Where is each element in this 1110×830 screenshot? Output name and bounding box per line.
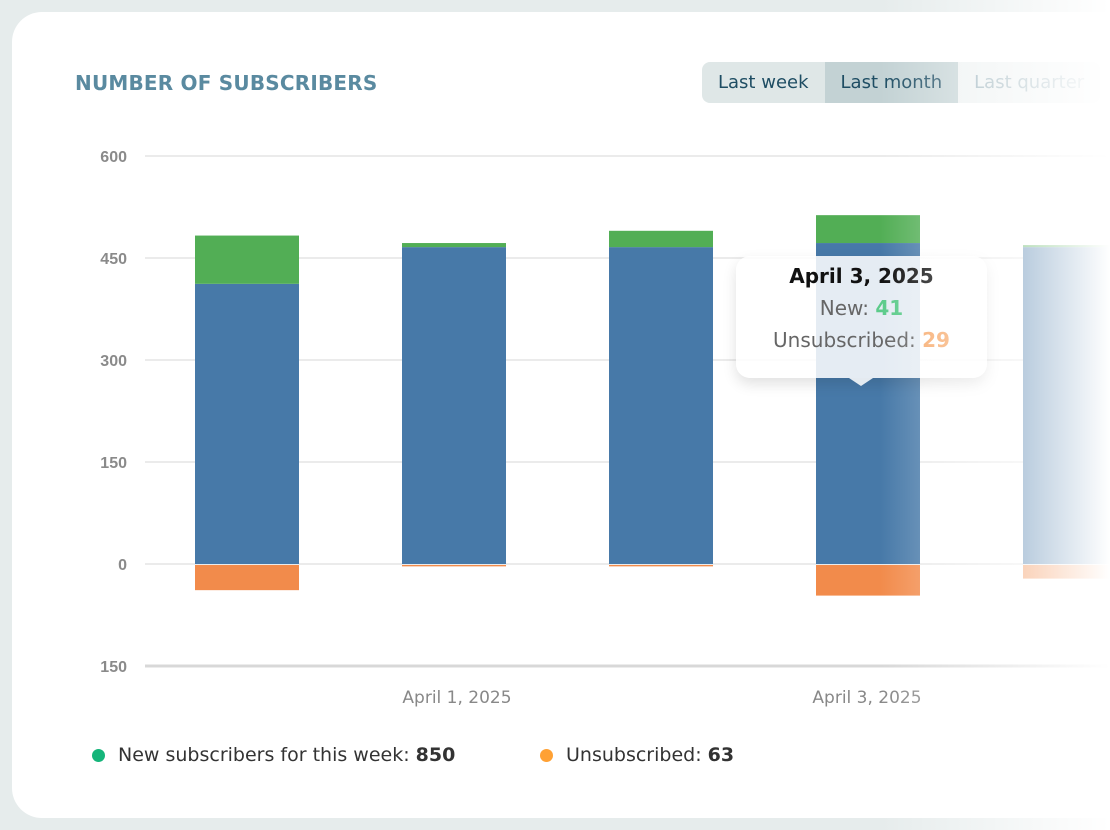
- tooltip-title: April 3, 2025: [789, 264, 934, 288]
- tooltip-new-value: 41: [875, 296, 904, 320]
- legend-new-label: New subscribers for this week:: [118, 744, 410, 766]
- y-tick-label: 600: [100, 149, 127, 166]
- bar-unsubscribed: [1023, 565, 1110, 579]
- legend-unsub-label: Unsubscribed:: [566, 744, 702, 766]
- bar-new: [402, 243, 506, 248]
- tooltip-new-label: New:: [819, 296, 870, 320]
- y-tick-label: 300: [100, 353, 127, 370]
- x-tick-label: April 3, 2025: [812, 688, 922, 708]
- tooltip-unsub-value: 29: [922, 328, 950, 352]
- y-tick-label: 450: [100, 251, 127, 268]
- y-tick-label: 150: [100, 659, 127, 676]
- chart-title: NUMBER OF SUBSCRIBERS: [75, 71, 378, 95]
- x-tick-label: April 1, 2025: [402, 688, 512, 708]
- green-dot-icon: [92, 748, 105, 762]
- tooltip-unsub-label: Unsubscribed:: [773, 328, 916, 352]
- bar-new: [195, 235, 299, 284]
- bar-unsubscribed: [609, 565, 713, 567]
- legend-new: New subscribers for this week: 850: [92, 744, 455, 766]
- bar-existing: [1023, 247, 1110, 564]
- bar-unsubscribed: [402, 565, 506, 567]
- legend-unsub-value: 63: [707, 744, 735, 766]
- legend-unsubscribed: Unsubscribed: 63: [540, 744, 734, 766]
- bar-existing: [402, 247, 506, 564]
- legend-new-value: 850: [415, 744, 456, 766]
- bar-unsubscribed: [195, 565, 299, 591]
- bar-new: [1023, 245, 1110, 248]
- bar-existing: [195, 283, 299, 564]
- bar-existing: [609, 247, 713, 564]
- y-tick-label: 150: [100, 455, 127, 472]
- tooltip: April 3, 2025 New: 41 Unsubscribed: 29: [736, 256, 987, 386]
- tooltip-arrow: [849, 378, 873, 386]
- y-tick-label: 0: [118, 557, 127, 574]
- bar-new: [609, 230, 713, 248]
- bar-unsubscribed: [816, 565, 920, 596]
- orange-dot-icon: [540, 748, 553, 762]
- period-last-week[interactable]: Last week: [718, 72, 809, 93]
- bar-new: [816, 215, 920, 244]
